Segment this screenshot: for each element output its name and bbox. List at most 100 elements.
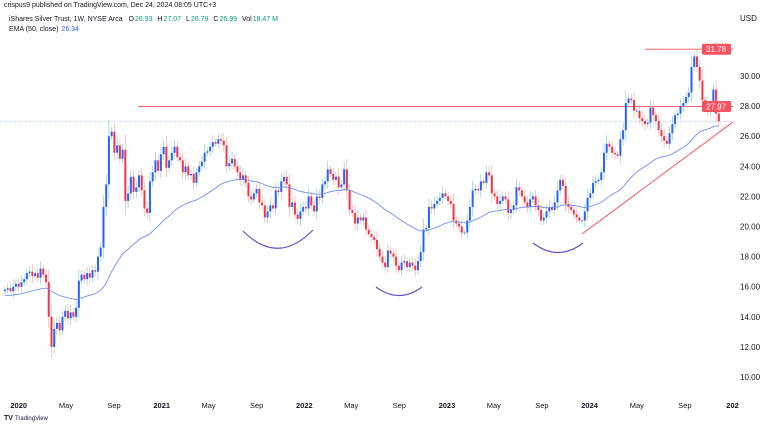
ascending-trendline[interactable]	[581, 121, 734, 235]
candle-body	[395, 256, 398, 266]
candle	[433, 196, 436, 216]
rounding-bottom-arc-3[interactable]	[532, 242, 584, 254]
candle-body	[438, 197, 441, 201]
ema-legend-row[interactable]: EMA (50, close) 26.34	[9, 25, 281, 35]
candle-body	[468, 206, 471, 221]
candle	[572, 204, 575, 220]
candle	[488, 166, 491, 181]
time-axis[interactable]: 2020 May Sep 2021 May Sep 2022 May Sep 2023 May Sep…	[10, 401, 738, 410]
candle	[94, 265, 97, 277]
candle-body	[392, 253, 395, 257]
candle	[261, 195, 264, 212]
candle-body	[107, 136, 110, 185]
rounding-bottom-arc-1[interactable]	[242, 229, 314, 249]
candle-body	[575, 214, 578, 218]
symbol-name[interactable]: iShares Silver Trust, 1W, NYSE Arca	[9, 16, 123, 23]
candle	[509, 202, 512, 220]
candle-body	[124, 149, 127, 201]
candle	[381, 250, 384, 268]
rounding-bottom-arc-2[interactable]	[375, 286, 423, 297]
candle-body	[236, 166, 239, 173]
candle	[211, 135, 214, 153]
candle	[479, 173, 482, 198]
candle	[326, 160, 329, 189]
candle	[597, 176, 600, 185]
candle-body	[427, 206, 430, 229]
candle	[88, 265, 91, 285]
candle-body	[34, 273, 37, 277]
candle-body	[241, 175, 244, 180]
candle-body	[129, 176, 132, 194]
candle-body	[665, 140, 668, 144]
candle	[198, 160, 201, 178]
candle-body	[441, 193, 444, 198]
candle	[652, 100, 655, 122]
candle-body	[225, 145, 228, 167]
candle-body	[433, 203, 436, 209]
candle-body	[263, 205, 266, 218]
time-tick-label: 2020	[10, 401, 27, 410]
candle	[179, 152, 182, 165]
candle-body	[354, 212, 357, 224]
candle-body	[671, 124, 674, 134]
candle-body	[222, 140, 225, 146]
candle-body	[66, 310, 69, 319]
candle	[693, 51, 696, 72]
candle-body	[321, 184, 324, 198]
candle-body	[337, 176, 340, 188]
candle-body	[638, 110, 641, 119]
candle-body	[717, 113, 720, 122]
candle-body	[58, 322, 61, 331]
candle-body	[23, 279, 26, 283]
candle-body	[20, 282, 23, 287]
high-label: H	[157, 16, 163, 23]
candle	[332, 168, 335, 185]
candle-body	[616, 154, 619, 156]
candle-body	[61, 316, 64, 331]
candle	[485, 165, 488, 189]
candle-body	[247, 182, 250, 197]
candle	[676, 109, 679, 120]
candle	[121, 143, 124, 165]
candle-body	[397, 265, 400, 271]
candle	[523, 190, 526, 208]
candle-body	[83, 274, 86, 280]
tradingview-logo[interactable]: TV TradingView	[4, 415, 48, 422]
candle-body	[449, 200, 452, 204]
candle	[594, 175, 597, 189]
candle-body	[520, 190, 523, 197]
candle	[247, 175, 250, 203]
price-axis[interactable]: USD 10.00 12.00 14.00 16.00 18.00 20.00 22.00 2…	[740, 14, 761, 382]
candle-body	[127, 193, 130, 201]
open-value: 26.93	[135, 16, 153, 23]
candle	[356, 209, 359, 231]
candle	[556, 181, 559, 210]
candle	[291, 198, 294, 211]
candle	[452, 193, 455, 230]
candle	[143, 181, 146, 217]
candle	[406, 256, 409, 271]
candle-body	[159, 154, 162, 171]
price-badge-label: 27.97	[706, 103, 727, 112]
candle-body	[228, 163, 231, 167]
candle	[184, 158, 187, 180]
time-tick-label: Sep	[107, 401, 120, 410]
candle-body	[195, 172, 198, 183]
candle-body	[676, 113, 679, 116]
candle-body	[28, 271, 31, 274]
candle-body	[654, 115, 657, 122]
candle	[542, 212, 545, 225]
candle-body	[91, 270, 94, 278]
candle-body	[540, 209, 543, 221]
candle-body	[343, 169, 346, 185]
candle-body	[47, 282, 50, 317]
candle	[304, 201, 307, 213]
candle-body	[217, 139, 220, 144]
candle-body	[282, 176, 285, 182]
candle	[31, 264, 34, 283]
price-tick-label: 14.00	[740, 313, 761, 322]
candle-body	[231, 158, 234, 164]
candle	[263, 199, 266, 223]
candle	[663, 128, 666, 148]
